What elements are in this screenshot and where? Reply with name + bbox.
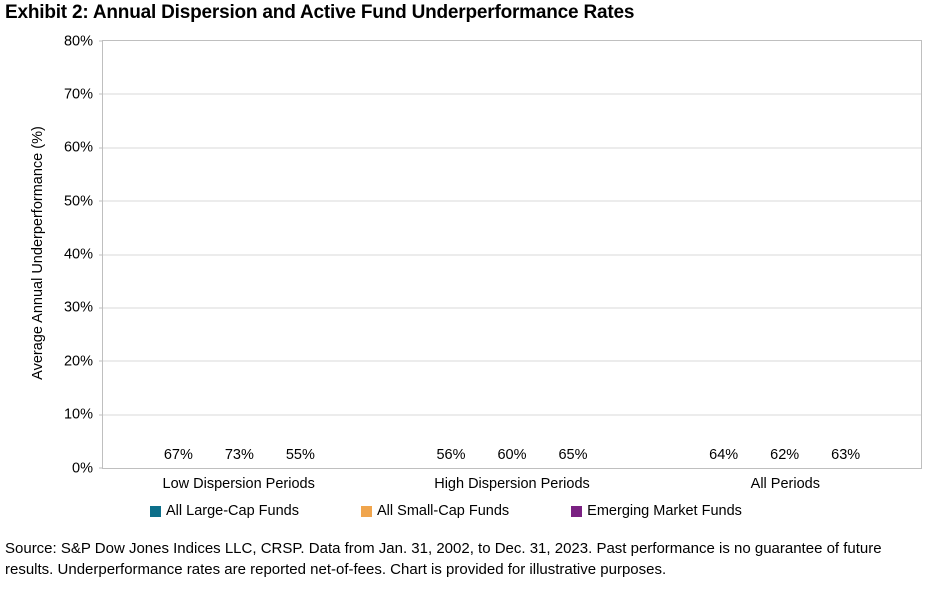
- gridline: [103, 200, 921, 202]
- y-tick-label: 10%: [63, 406, 93, 423]
- x-axis-labels: Low Dispersion Periods High Dispersion Pe…: [102, 476, 922, 492]
- y-tick-mark: [99, 414, 103, 416]
- y-tick-mark: [99, 467, 103, 469]
- y-tick-label: 60%: [63, 139, 93, 156]
- source-note-line: Source: S&P Dow Jones Indices LLC, CRSP.…: [5, 540, 882, 557]
- data-label: 55%: [285, 447, 315, 463]
- gridline: [103, 360, 921, 362]
- gridline: [103, 147, 921, 149]
- bar-groups: 67% 73% 55% 56% 60% 65% 64% 62% 63%: [103, 41, 921, 468]
- data-label: 67%: [163, 447, 193, 463]
- legend-item-all-small-cap-funds: All Small-Cap Funds: [361, 503, 509, 519]
- category-group-high-dispersion-periods: 56% 60% 65%: [376, 41, 649, 468]
- y-tick-label: 50%: [63, 192, 93, 209]
- data-label: 60%: [497, 447, 527, 463]
- data-label: 64%: [709, 447, 739, 463]
- gridline: [103, 307, 921, 309]
- category-group-low-dispersion-periods: 67% 73% 55%: [103, 41, 376, 468]
- data-label: 62%: [770, 447, 800, 463]
- legend: All Large-Cap Funds All Small-Cap Funds Em…: [102, 503, 922, 519]
- data-label: 65%: [558, 447, 588, 463]
- y-tick-label: 30%: [63, 299, 93, 316]
- gridline: [103, 93, 921, 95]
- legend-swatch: [571, 505, 583, 517]
- plot-area: 0% 10% 20% 30% 40% 50% 60% 70% 80% 67% 73% 55% 56% 60…: [64, 34, 922, 475]
- y-tick-label: 0%: [72, 459, 93, 476]
- chart-title: Exhibit 2: Annual Dispersion and Active …: [5, 2, 635, 23]
- data-label: 73%: [224, 447, 254, 463]
- y-tick-mark: [99, 254, 103, 255]
- legend-item-all-large-cap-funds: All Large-Cap Funds: [150, 503, 299, 519]
- y-tick-mark: [99, 93, 103, 95]
- source-note-line: results. Underperformance rates are repo…: [5, 561, 667, 578]
- y-tick-mark: [99, 147, 103, 149]
- source-note: Source: S&P Dow Jones Indices LLC, CRSP.…: [5, 538, 945, 580]
- legend-label: Emerging Market Funds: [587, 503, 742, 519]
- category-label: All Periods: [750, 476, 820, 492]
- legend-swatch: [150, 505, 161, 517]
- y-tick-mark: [99, 40, 103, 42]
- y-tick-mark: [99, 360, 103, 362]
- data-label: 63%: [831, 447, 861, 463]
- y-tick-mark: [99, 307, 103, 309]
- data-label: 56%: [436, 447, 466, 463]
- legend-item-emerging-market-funds: Emerging Market Funds: [571, 503, 742, 519]
- y-tick-label: 80%: [63, 32, 93, 49]
- legend-label: All Large-Cap Funds: [166, 503, 299, 519]
- y-axis-title: Average Annual Underperformance (%): [30, 126, 46, 380]
- y-tick-mark: [99, 200, 103, 202]
- y-tick-label: 40%: [63, 246, 93, 263]
- legend-label: All Small-Cap Funds: [377, 503, 510, 519]
- category-label: Low Dispersion Periods: [162, 476, 315, 492]
- y-tick-label: 70%: [63, 86, 93, 103]
- y-tick-label: 20%: [63, 353, 93, 369]
- gridline: [103, 254, 921, 255]
- category-label: High Dispersion Periods: [434, 476, 590, 492]
- gridline: [103, 414, 921, 416]
- legend-swatch: [361, 505, 372, 517]
- category-group-all-periods: 64% 62% 63%: [648, 41, 921, 468]
